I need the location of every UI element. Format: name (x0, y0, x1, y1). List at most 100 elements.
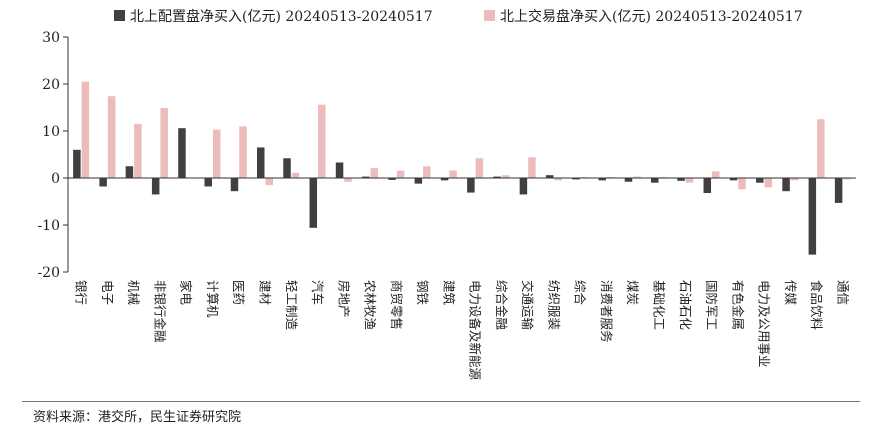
category-label-9: 汽车 (310, 280, 325, 305)
bar-allocation-21 (624, 178, 633, 182)
bar-trading-23 (685, 178, 694, 183)
bar-allocation-28 (808, 178, 817, 255)
category-label-11: 农林牧渔 (363, 280, 378, 330)
bar-trading-6 (239, 126, 247, 178)
bar-allocation-25 (729, 178, 738, 181)
category-label-28: 食品饮料 (809, 280, 824, 331)
bar-allocation-24 (703, 178, 712, 194)
category-label-23: 石油石化 (678, 280, 693, 331)
bar-allocation-18 (545, 175, 554, 178)
category-label-8: 轻工制造 (284, 280, 299, 331)
bar-allocation-20 (598, 178, 606, 181)
bar-trading-7 (265, 178, 273, 186)
bar-trading-0 (81, 81, 90, 178)
bar-trading-2 (134, 123, 142, 178)
bar-allocation-8 (283, 158, 291, 178)
category-label-20: 消费者服务 (599, 280, 614, 343)
bar-trading-17 (528, 157, 536, 178)
bar-trading-21 (633, 176, 641, 178)
category-label-29: 通信 (835, 280, 850, 305)
y-tick-label: 30 (42, 30, 60, 46)
bar-trading-8 (291, 172, 300, 178)
bar-allocation-19 (572, 178, 580, 180)
bar-trading-15 (475, 158, 484, 178)
bar-trading-16 (501, 175, 510, 178)
bar-trading-10 (344, 178, 352, 182)
bar-allocation-7 (257, 147, 265, 178)
bar-trading-3 (160, 107, 168, 178)
category-label-18: 纺织服装 (546, 280, 561, 330)
category-label-19: 综合 (573, 280, 588, 306)
category-label-2: 机械 (126, 280, 141, 306)
bar-allocation-15 (467, 178, 475, 193)
bar-allocation-10 (335, 162, 344, 178)
bar-trading-29 (843, 178, 851, 180)
bar-allocation-5 (204, 178, 212, 187)
category-label-3: 非银行金融 (152, 280, 167, 343)
bar-trading-12 (396, 170, 405, 178)
legend-label-trading: 北上交易盘净买入(亿元) 20240513-20240517 (500, 8, 803, 25)
bar-allocation-16 (493, 176, 501, 178)
category-label-0: 银行 (74, 280, 89, 305)
category-label-26: 电力及公用事业 (757, 280, 772, 368)
category-label-7: 建材 (258, 280, 273, 305)
bar-allocation-0 (73, 149, 81, 178)
bar-allocation-27 (782, 178, 790, 192)
source-note: 资料来源：港交所，民生证券研究院 (33, 410, 242, 425)
legend-swatch-allocation (114, 10, 125, 21)
bar-trading-27 (790, 178, 799, 181)
bar-allocation-29 (834, 178, 843, 203)
legend: 北上配置盘净买入(亿元) 20240513-20240517 北上交易盘净买入(… (114, 8, 803, 25)
bar-trading-24 (712, 171, 720, 178)
bar-allocation-1 (99, 178, 107, 187)
legend-swatch-trading (484, 10, 495, 21)
category-label-16: 综合金融 (494, 280, 509, 331)
bar-allocation-12 (388, 178, 396, 180)
bar-chart: 北上配置盘净买入(亿元) 20240513-20240517 北上交易盘净买入(… (37, 8, 856, 381)
bar-allocation-3 (151, 178, 160, 195)
bar-allocation-4 (178, 128, 186, 178)
category-label-1: 电子 (100, 280, 115, 305)
bar-allocation-14 (440, 178, 449, 181)
bar-allocation-11 (362, 176, 370, 178)
bar-allocation-9 (309, 178, 318, 228)
category-label-13: 钢铁 (415, 280, 430, 306)
bar-allocation-26 (756, 178, 764, 183)
category-label-15: 电力设备及新能源 (468, 280, 483, 381)
category-label-4: 家电 (179, 280, 194, 306)
bars (73, 81, 851, 255)
bar-allocation-6 (230, 178, 239, 192)
bar-allocation-13 (414, 178, 423, 184)
bar-trading-11 (370, 168, 379, 178)
category-label-22: 基础化工 (652, 280, 667, 330)
category-label-24: 国防军工 (704, 280, 719, 330)
bar-trading-5 (212, 129, 221, 178)
bar-trading-13 (423, 166, 431, 178)
bar-trading-28 (817, 119, 825, 178)
y-tick-label: 10 (42, 124, 60, 140)
bar-trading-14 (449, 170, 457, 178)
bar-allocation-22 (651, 178, 659, 183)
bar-trading-9 (318, 104, 326, 178)
bar-allocation-17 (519, 178, 528, 195)
bar-allocation-23 (677, 178, 685, 181)
y-tick-label: 20 (42, 77, 60, 93)
footer-divider (22, 401, 860, 402)
y-tick-label: 0 (51, 171, 60, 187)
bar-trading-18 (554, 178, 562, 181)
bar-allocation-2 (125, 166, 134, 178)
category-label-6: 医药 (231, 280, 246, 305)
bar-trading-26 (764, 178, 773, 188)
category-label-21: 煤炭 (625, 280, 640, 305)
bar-trading-25 (738, 178, 746, 190)
category-label-25: 有色金属 (730, 280, 745, 330)
category-label-12: 商贸零售 (389, 280, 404, 330)
legend-label-allocation: 北上配置盘净买入(亿元) 20240513-20240517 (130, 8, 433, 25)
category-label-14: 建筑 (441, 280, 456, 306)
category-label-10: 房地产 (336, 280, 351, 318)
y-axis: -20 -10 0 10 20 30 (37, 30, 69, 281)
category-label-17: 交通运输 (520, 280, 535, 331)
y-tick-label: -20 (37, 265, 60, 281)
y-tick-label: -10 (37, 218, 60, 234)
category-labels: 银行 电子 机械 非银行金融 家电 计算机 医药 建材 轻工制造 汽车 房地产 农林牧渔 商贸零售 钢铁建… (74, 280, 851, 381)
